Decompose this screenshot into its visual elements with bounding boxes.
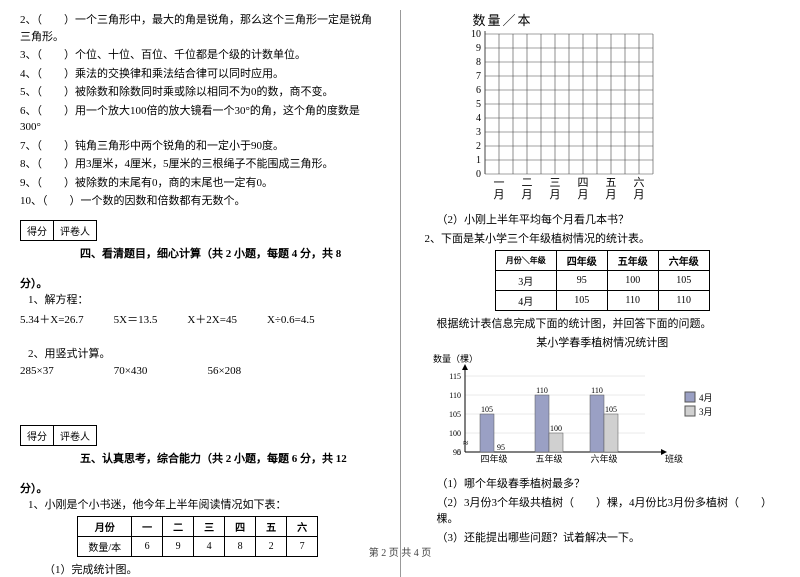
- sub-question: （2）3月份3个年级共植树（ ）棵，4月份比3月份多植树（ ）棵。: [437, 494, 781, 526]
- svg-text:≈: ≈: [463, 438, 469, 449]
- score-label: 得分: [21, 426, 54, 445]
- svg-text:月: 月: [549, 189, 560, 201]
- svg-text:月: 月: [521, 189, 532, 201]
- svg-text:1: 1: [476, 155, 481, 166]
- svg-text:4月: 4月: [699, 393, 713, 403]
- svg-text:月: 月: [493, 189, 504, 201]
- chart2-title: 某小学春季植树情况统计图: [425, 334, 781, 350]
- svg-text:110: 110: [536, 386, 548, 395]
- q5-1: 1、小刚是个小书迷，他今年上半年阅读情况如下表：: [28, 496, 376, 512]
- section-5-title: 五、认真思考，综合能力（共 2 小题，每题 6 分，共 12: [80, 450, 376, 466]
- svg-text:100: 100: [550, 424, 562, 433]
- section-4-tail: 分）。: [20, 275, 376, 291]
- svg-text:100: 100: [449, 429, 461, 438]
- table1-sub: （1）完成统计图。: [44, 561, 376, 577]
- q4-1-label: 1、解方程：: [28, 291, 376, 307]
- planting-table: 月份＼年级四年级五年级六年级3月951001054月105110110: [495, 250, 710, 311]
- chart2-bars: 数量（棵）115110105100950≈10595四年级110100五年级11…: [425, 352, 755, 472]
- section-4-title: 四、看清题目，细心计算（共 2 小题，每题 4 分，共 8: [80, 245, 376, 261]
- svg-text:三: 三: [549, 177, 560, 189]
- svg-text:六: 六: [633, 176, 644, 189]
- equation: X＋2X=45: [187, 311, 237, 327]
- tf-item: 4、（ ）乘法的交换律和乘法结合律可以同时应用。: [20, 66, 376, 83]
- blank-bar-chart: 数量／本 109876543210一月二月三月四月五月六月: [455, 10, 781, 207]
- svg-text:数量（棵）: 数量（棵）: [433, 353, 478, 364]
- svg-text:一: 一: [493, 177, 504, 189]
- svg-text:四年级: 四年级: [480, 453, 507, 464]
- grader-label: 评卷人: [54, 221, 96, 240]
- tf-item: 9、（ ）被除数的末尾有0，商的末尾也一定有0。: [20, 175, 376, 192]
- svg-text:110: 110: [591, 386, 603, 395]
- equations-row-2: 285×37 70×430 56×208: [20, 365, 376, 377]
- svg-text:五年级: 五年级: [535, 453, 562, 464]
- svg-text:班级: 班级: [665, 453, 683, 464]
- sub-question: （1）哪个年级春季植树最多？: [437, 475, 781, 491]
- score-label: 得分: [21, 221, 54, 240]
- svg-text:5: 5: [476, 99, 481, 110]
- equation: 56×208: [207, 365, 241, 377]
- svg-text:0: 0: [476, 169, 481, 180]
- svg-text:四: 四: [577, 177, 588, 189]
- svg-text:10: 10: [471, 29, 481, 40]
- svg-text:3月: 3月: [699, 407, 713, 417]
- equations-row-1: 5.34＋X=26.7 5X＝13.5 X＋2X=45 X÷0.6=4.5: [20, 311, 376, 327]
- sub-questions: （1）哪个年级春季植树最多？ （2）3月份3个年级共植树（ ）棵，4月份比3月份多…: [425, 475, 781, 545]
- grader-label: 评卷人: [54, 426, 96, 445]
- equation: 5X＝13.5: [114, 311, 158, 327]
- svg-text:9: 9: [476, 43, 481, 54]
- q2-intro: 2、下面是某小学三个年级植树情况的统计表。: [425, 230, 781, 246]
- svg-text:105: 105: [449, 410, 461, 419]
- svg-text:105: 105: [605, 405, 617, 414]
- table2-note: 根据统计表信息完成下面的统计图，并回答下面的问题。: [437, 315, 781, 331]
- svg-text:7: 7: [476, 71, 481, 82]
- tf-item: 8、（ ）用3厘米，4厘米，5厘米的三根绳子不能围成三角形。: [20, 156, 376, 173]
- svg-text:110: 110: [449, 391, 461, 400]
- svg-text:3: 3: [476, 127, 481, 138]
- equation: X÷0.6=4.5: [267, 314, 315, 326]
- tf-item: 5、（ ）被除数和除数同时乘或除以相同不为0的数，商不变。: [20, 84, 376, 101]
- svg-text:115: 115: [449, 372, 461, 381]
- tf-item: 6、（ ）用一个放大100倍的放大镜看一个30°的角，这个角的度数是300°: [20, 103, 376, 136]
- svg-text:六年级: 六年级: [590, 453, 617, 464]
- q4-2-label: 2、用竖式计算。: [28, 345, 376, 361]
- svg-text:95: 95: [497, 443, 505, 452]
- svg-text:月: 月: [633, 189, 644, 201]
- svg-text:五: 五: [605, 177, 616, 189]
- equation: 285×37: [20, 365, 54, 377]
- svg-text:2: 2: [476, 141, 481, 152]
- true-false-list: 2、（ ）一个三角形中，最大的角是锐角，那么这个三角形一定是锐角三角形。 3、（ …: [20, 12, 376, 210]
- svg-text:0: 0: [457, 448, 461, 457]
- tf-item: 2、（ ）一个三角形中，最大的角是锐角，那么这个三角形一定是锐角三角形。: [20, 12, 376, 45]
- equation: 5.34＋X=26.7: [20, 311, 84, 327]
- tf-item: 10、（ ）一个数的因数和倍数都有无数个。: [20, 193, 376, 210]
- q1-sub2: （2）小刚上半年平均每个月看几本书？: [437, 211, 781, 227]
- svg-text:6: 6: [476, 85, 481, 96]
- svg-text:月: 月: [605, 189, 616, 201]
- sub-question: （3）还能提出哪些问题？试着解决一下。: [437, 529, 781, 545]
- equation: 70×430: [114, 365, 148, 377]
- chart2-wrap: 数量（棵）115110105100950≈10595四年级110100五年级11…: [425, 352, 781, 472]
- column-divider: [400, 10, 401, 577]
- tf-item: 7、（ ）钝角三角形中两个锐角的和一定小于90度。: [20, 138, 376, 155]
- svg-text:4: 4: [476, 113, 481, 124]
- svg-text:8: 8: [476, 57, 481, 68]
- chart1-title: 数量／本: [473, 10, 781, 29]
- svg-text:月: 月: [577, 189, 588, 201]
- svg-text:二: 二: [521, 177, 532, 189]
- tf-item: 3、（ ）个位、十位、百位、千位都是个级的计数单位。: [20, 47, 376, 64]
- page-footer: 第 2 页 共 4 页: [0, 544, 800, 559]
- section-5-tail: 分）。: [20, 480, 376, 496]
- chart1-grid: 109876543210一月二月三月四月五月六月: [455, 29, 715, 207]
- score-box-4: 得分 评卷人: [20, 220, 97, 241]
- svg-text:105: 105: [481, 405, 493, 414]
- score-box-5: 得分 评卷人: [20, 425, 97, 446]
